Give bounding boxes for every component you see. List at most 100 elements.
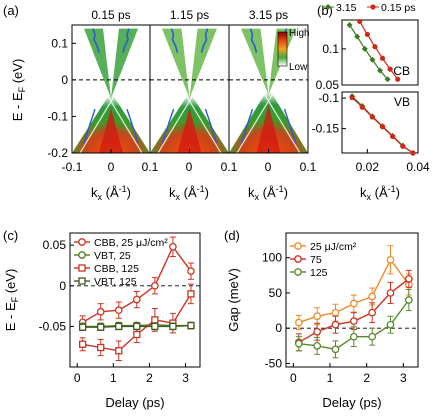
data-point xyxy=(349,317,358,326)
data-point xyxy=(386,289,395,297)
colorbar-gradient xyxy=(277,31,288,67)
data-point xyxy=(313,327,322,336)
panel-a-subplots: 0.15 ps 1.15 ps 3.15 ps xyxy=(70,8,310,154)
data-point xyxy=(369,114,375,120)
legend-label: VBT, 25 xyxy=(94,250,131,262)
legend-label: 0.15 ps xyxy=(381,2,415,14)
x-tick-label: 2 xyxy=(363,371,370,385)
cb-dispersion-left xyxy=(249,28,258,53)
cb-dispersion-right xyxy=(122,28,130,53)
data-point xyxy=(331,320,340,329)
data-point xyxy=(349,94,355,101)
data-point xyxy=(114,306,123,315)
heatmap-subplot-0: 0.15 ps xyxy=(70,8,152,154)
x-axis-label: Delay (ps) xyxy=(322,395,381,410)
panel-label-c: (c) xyxy=(3,228,18,243)
data-point xyxy=(410,150,416,156)
subplot-title: 1.15 ps xyxy=(170,8,209,22)
band-label: VB xyxy=(394,95,410,109)
data-point xyxy=(331,345,340,354)
data-point xyxy=(78,323,87,331)
data-point xyxy=(115,347,123,355)
data-point xyxy=(151,281,159,290)
y-axis-label: E - EF (eV) xyxy=(3,269,20,332)
subplot-frame xyxy=(341,91,419,154)
x-tick-label: 3 xyxy=(182,371,189,385)
data-point xyxy=(349,299,358,308)
cb-dispersion-left xyxy=(170,28,179,53)
x-axis-label: kx (Å-1) xyxy=(360,184,400,202)
x-tick-label: 0 xyxy=(186,160,193,174)
panel-label-a: (a) xyxy=(3,3,19,18)
panel-a-xlabels: kx (Å-1) kx (Å-1) kx (Å-1) xyxy=(91,184,288,202)
colorbar-high-label: High xyxy=(289,28,310,39)
legend-marker xyxy=(78,264,86,272)
x-tick-label: 0.04 xyxy=(406,160,430,174)
data-point xyxy=(379,55,386,61)
vb-dispersion-right xyxy=(126,108,139,144)
y-tick-label: -0.2 xyxy=(47,146,68,160)
data-point xyxy=(313,341,322,350)
legend-marker xyxy=(78,238,86,246)
legend-marker xyxy=(370,4,376,10)
y-tick-label: -0.1 xyxy=(318,91,339,105)
data-point xyxy=(133,322,141,331)
data-point xyxy=(78,340,87,348)
data-point xyxy=(97,323,105,331)
data-point xyxy=(386,320,395,329)
data-point xyxy=(132,295,141,304)
data-point xyxy=(346,22,353,29)
data-point xyxy=(359,104,365,110)
y-tick-label: 100 xyxy=(262,251,282,265)
cone-core xyxy=(256,104,281,153)
data-point xyxy=(384,76,391,83)
cone-core xyxy=(177,108,202,153)
data-point xyxy=(187,290,195,298)
band-label: CB xyxy=(393,64,410,78)
y-tick-label: 0 xyxy=(275,321,282,335)
x-axis-label: kx (Å-1) xyxy=(248,184,288,202)
data-point xyxy=(400,143,406,149)
legend-marker xyxy=(294,242,302,250)
series-2: CBB, 125 xyxy=(74,263,195,362)
data-point xyxy=(133,330,141,339)
data-point xyxy=(331,308,340,317)
data-point xyxy=(368,332,377,341)
cb-dispersion-left xyxy=(92,28,100,53)
x-tick-label: 0 xyxy=(108,160,115,174)
panel-b-bottom: VB -0.1 -0.15 xyxy=(312,91,419,156)
x-tick-label: 0 xyxy=(265,160,272,174)
y-tick-label: 0 xyxy=(59,279,66,293)
y-tick-label: 0.05 xyxy=(316,78,340,92)
data-point xyxy=(151,316,159,324)
panel-label-b: (b) xyxy=(317,3,333,18)
data-point xyxy=(379,124,386,130)
data-point xyxy=(349,332,358,341)
x-tick-label: 0.1 xyxy=(142,160,159,174)
data-point xyxy=(357,18,363,25)
x-tick-label: 0.02 xyxy=(356,160,380,174)
data-point xyxy=(361,45,368,52)
legend-label: 125 xyxy=(310,267,328,279)
x-tick-label: 2 xyxy=(146,371,153,385)
data-point xyxy=(368,292,377,301)
y-tick-label: 0.1 xyxy=(51,36,68,50)
dispersion-guide xyxy=(79,34,152,154)
x-axis-label: kx (Å-1) xyxy=(91,184,131,202)
dispersion-guide xyxy=(70,34,143,154)
dispersion-guide xyxy=(236,34,310,154)
y-tick-label: 0.05 xyxy=(43,238,67,252)
series-2: 125 xyxy=(290,267,413,359)
data-point xyxy=(395,76,401,82)
panel-a-xticks: -0.1 0 0.1 0 0.1 0 0.1 xyxy=(62,160,317,174)
y-tick-label: 0.1 xyxy=(322,42,339,56)
y-tick-label: -0.1 xyxy=(47,109,68,123)
colorbar: High Low xyxy=(277,28,310,73)
x-tick-label: 0 xyxy=(74,371,81,385)
subplot-title: 0.15 ps xyxy=(91,8,130,22)
data-point xyxy=(187,321,195,330)
data-point xyxy=(404,296,413,304)
